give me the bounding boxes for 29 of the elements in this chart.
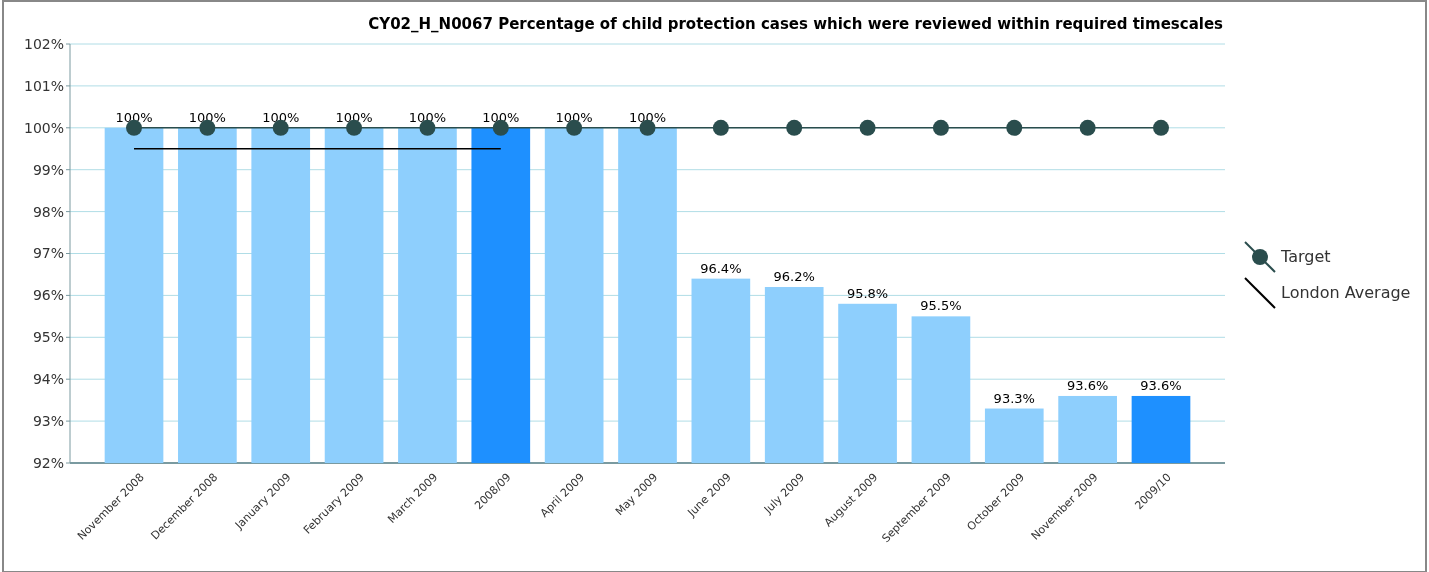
data-label: 93.6%: [1140, 377, 1182, 393]
y-tick-label: 95%: [32, 329, 64, 346]
data-label: 95.5%: [920, 298, 962, 314]
data-label: 100%: [188, 109, 226, 125]
legend-label: London Average: [1281, 283, 1411, 302]
y-tick-label: 100%: [23, 119, 64, 136]
data-label: 100%: [555, 109, 593, 125]
data-label: 93.3%: [993, 390, 1035, 406]
data-label: 100%: [115, 109, 153, 125]
data-label: 100%: [335, 109, 373, 125]
data-label: 100%: [408, 109, 447, 125]
data-label: 96.2%: [773, 269, 815, 285]
data-label: 100%: [482, 109, 520, 125]
data-label: 100%: [262, 109, 300, 125]
y-tick-label: 92%: [32, 454, 64, 471]
y-tick-label: 101%: [23, 77, 64, 94]
y-tick-label: 96%: [32, 287, 64, 304]
y-tick-label: 94%: [32, 371, 64, 388]
y-tick-label: 97%: [32, 245, 64, 262]
legend-label: Target: [1280, 247, 1331, 266]
y-tick-label: 93%: [32, 413, 64, 429]
data-label: 96.4%: [700, 260, 742, 276]
chart-title: CY02_H_N0067 Percentage of child protection cases which were reviewed within required timescales: [368, 15, 1224, 33]
y-tick-label: 99%: [32, 161, 64, 178]
data-label: 93.6%: [1066, 377, 1109, 393]
data-label: 100%: [628, 109, 667, 125]
y-tick-label: 98%: [32, 203, 64, 220]
data-label: 95.8%: [846, 285, 889, 301]
y-tick-label: 102%: [23, 35, 64, 52]
